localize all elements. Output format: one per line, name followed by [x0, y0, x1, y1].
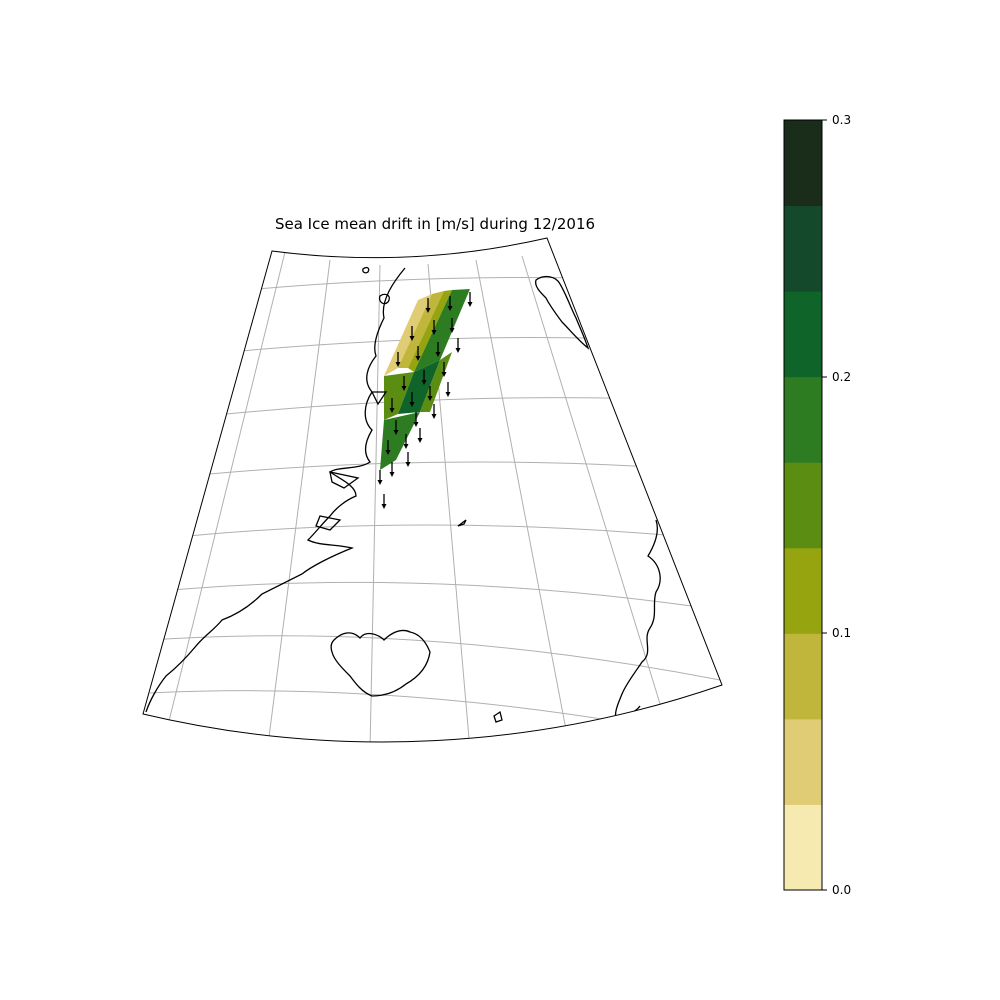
drift-arrow [449, 318, 455, 333]
drift-arrow [431, 404, 437, 419]
colorbar-frame [783, 119, 823, 891]
drift-arrow [395, 352, 401, 367]
colorbar-tick-label: 0.2 [832, 370, 851, 384]
colorbar-segment [784, 376, 822, 463]
drift-arrow [427, 386, 433, 401]
latitude-line [149, 461, 701, 481]
drift-arrow [413, 412, 419, 427]
coast-island [378, 293, 390, 305]
coast-island [362, 266, 370, 274]
drift-band [408, 290, 452, 372]
drift-arrow [409, 392, 415, 407]
drift-arrows [377, 292, 473, 509]
latitude-line [149, 635, 721, 681]
map-frame [142, 237, 723, 743]
colorbar-tick-label: 0.1 [832, 626, 851, 640]
map-panel [142, 237, 723, 743]
longitude-line [267, 259, 331, 742]
coast-inlet [315, 515, 342, 531]
drift-arrow [445, 382, 451, 397]
longitude-line [167, 251, 286, 726]
drift-arrow [401, 376, 407, 391]
coast-inlet [329, 471, 360, 489]
drift-arrow [455, 338, 461, 353]
greenland-east-coast [145, 267, 406, 713]
colorbar-segment [784, 804, 822, 891]
colorbar-segment [784, 205, 822, 292]
drift-arrow [431, 320, 437, 335]
iceland [330, 629, 431, 697]
drift-arrow [435, 342, 441, 357]
colorbar: 0.0 0.1 0.2 0.3 [783, 113, 851, 897]
colorbar-segment [784, 718, 822, 805]
colorbar-segment [784, 120, 822, 207]
faroe-islands [493, 710, 503, 723]
drift-arrow [377, 470, 383, 485]
colorbar-ticks [822, 119, 827, 891]
drift-arrow [405, 452, 411, 467]
longitude-line [369, 264, 381, 742]
colorbar-tick-label: 0.3 [832, 113, 851, 127]
drift-arrow [381, 494, 387, 509]
longitude-line [475, 259, 569, 741]
drift-arrow [389, 462, 395, 477]
longitude-line [521, 255, 666, 721]
drift-arrow [403, 434, 409, 449]
drift-arrow [385, 440, 391, 455]
drift-arrow [389, 398, 395, 413]
drift-arrow [467, 292, 473, 307]
colorbar-segment [784, 291, 822, 378]
drift-band [380, 412, 420, 470]
latitude-line [149, 581, 721, 611]
map-background [143, 238, 722, 742]
drift-band [384, 294, 432, 376]
drift-arrow [447, 296, 453, 311]
latitude-line [149, 524, 721, 541]
drift-arrow [417, 428, 423, 443]
drift-band [398, 360, 440, 414]
svalbard [534, 275, 590, 350]
ice-drift-field [380, 289, 470, 470]
drift-band [398, 291, 444, 368]
jan-mayen [457, 519, 467, 527]
drift-band [414, 289, 470, 372]
map-title: Sea Ice mean drift in [m/s] during 12/20… [275, 215, 595, 233]
colorbar-segments [784, 120, 822, 891]
drift-arrow [425, 298, 431, 313]
colorbar-segment [784, 547, 822, 634]
colorbar-tick-label: 0.0 [832, 883, 851, 897]
drift-arrow [415, 346, 421, 361]
colorbar-segment [784, 462, 822, 549]
colorbar-segment [784, 633, 822, 720]
drift-arrow [409, 326, 415, 341]
drift-arrow [421, 370, 427, 385]
drift-arrow [393, 420, 399, 435]
drift-arrow [441, 362, 447, 377]
coast-inlet [370, 391, 388, 406]
